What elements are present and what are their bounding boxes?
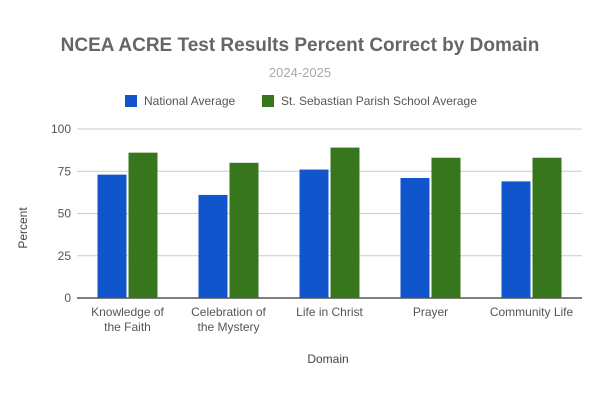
x-category-label-line: Life in Christ — [296, 305, 363, 319]
x-axis-categories: Knowledge of the Faith Celebration of the M… — [91, 305, 573, 334]
y-axis-ticks: 0 25 50 75 100 — [51, 122, 71, 305]
bar-national-2 — [299, 169, 329, 298]
x-category-label: Community Life — [490, 305, 574, 319]
legend-swatch-school — [262, 95, 274, 107]
bar-school-0 — [128, 152, 158, 298]
bar-school-1 — [229, 162, 259, 298]
bar-national-3 — [400, 178, 430, 298]
bars — [97, 147, 562, 298]
legend-label-school: St. Sebastian Parish School Average — [281, 94, 477, 108]
y-axis-title: Percent — [16, 207, 30, 249]
x-category-label: Knowledge of the Faith — [91, 305, 164, 334]
x-category-label-line: the Mystery — [197, 320, 259, 334]
chart-subtitle: 2024-2025 — [269, 65, 331, 80]
x-axis-title: Domain — [307, 352, 348, 366]
gridlines — [77, 128, 582, 299]
x-category-label-line: the Faith — [104, 320, 151, 334]
bar-national-0 — [97, 174, 127, 298]
y-tick-label: 50 — [58, 207, 72, 221]
legend-label-national: National Average — [144, 94, 236, 108]
x-category-label-line: Prayer — [413, 305, 448, 319]
y-tick-label: 75 — [58, 164, 72, 178]
x-category-label-line: Knowledge of — [91, 305, 164, 319]
x-category-label: Prayer — [413, 305, 448, 319]
legend: National Average St. Sebastian Parish Sch… — [125, 94, 477, 108]
chart-title: NCEA ACRE Test Results Percent Correct b… — [61, 35, 540, 56]
bar-school-4 — [532, 157, 562, 298]
bar-school-3 — [431, 157, 461, 298]
bar-national-1 — [198, 194, 228, 298]
x-category-label: Celebration of the Mystery — [191, 305, 266, 334]
x-category-label-line: Community Life — [490, 305, 574, 319]
y-tick-label: 0 — [64, 291, 71, 305]
y-tick-label: 25 — [58, 249, 72, 263]
bar-national-4 — [501, 181, 531, 298]
bar-school-2 — [330, 147, 360, 298]
x-category-label-line: Celebration of — [191, 305, 266, 319]
y-tick-label: 100 — [51, 122, 71, 136]
x-category-label: Life in Christ — [296, 305, 363, 319]
legend-swatch-national — [125, 95, 137, 107]
